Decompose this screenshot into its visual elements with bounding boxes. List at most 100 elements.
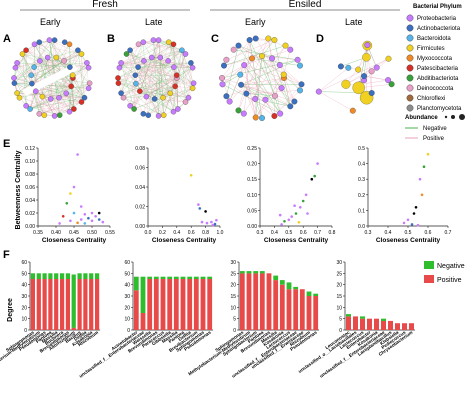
scatter-point [316,162,319,165]
network-node [140,39,147,45]
x-tick-label: 0.4 [173,230,180,236]
y-tick-label: 0 [339,328,342,334]
network-node [355,66,362,73]
y-tick-label: 40 [21,283,27,289]
scatter-point [418,177,422,181]
bar-negative [153,276,159,279]
network-edge [121,91,140,94]
network-edge [19,86,72,98]
bar-positive [180,279,186,330]
network-edge [249,39,276,96]
network-node [337,63,344,70]
network-node [135,41,142,48]
network-edge [151,57,193,89]
network-edge [158,57,161,116]
network-edge [261,39,275,57]
panel-a-title: Early [40,17,61,27]
y-tick-label: 10 [230,305,236,311]
bar-positive [273,280,279,330]
network-edge [56,57,87,64]
y-tick-label: 25 [336,271,342,277]
network-edge [139,91,164,116]
y-tick-label: 0.02 [25,211,35,217]
scatter-point [280,223,283,226]
y-tick-label: 0.4 [358,162,365,168]
bar-negative [200,276,206,279]
network-b [115,37,197,119]
network-edge [143,60,159,116]
network-edge [229,65,245,102]
phylum-swatch [406,14,414,22]
scatter-point [83,213,87,216]
network-edge [154,98,174,112]
scatter-point [76,153,79,156]
bar-positive [286,289,292,330]
bar-positive [48,279,53,330]
network-edge [49,40,72,87]
network-edge [318,58,389,92]
bar-negative [54,273,59,279]
network-node [39,93,46,100]
y-tick-label: 0.00 [25,224,35,230]
x-tick-label: 0.50 [87,230,97,236]
bar-positive [193,279,199,330]
bar-positive [187,279,193,330]
y-tick-label: 25 [230,271,236,277]
network-edge [129,50,174,112]
x-tick-label: 0.6 [188,230,195,236]
network-edge [241,84,275,96]
network-edge [30,97,60,110]
bar-negative [207,276,213,279]
network-edge [154,98,186,103]
network-edge [246,93,256,118]
network-edge [241,84,266,100]
network-d [315,40,395,114]
x-tick-label: 0.35 [33,230,43,236]
scatter-point [313,174,317,178]
network-edge [255,98,263,119]
network-edge [283,49,291,75]
phylum-label: Proteobacteria [417,16,457,22]
scatter-point [402,221,406,225]
network-edge [77,50,85,98]
y-tick-label: 5 [339,317,342,323]
x-axis-label: Closeness Centrality [152,237,217,244]
network-node [37,58,43,64]
x-axis-label: Closeness Centrality [264,237,329,244]
network-edge [243,93,247,114]
bar-positive [133,290,139,330]
network-node [361,73,368,80]
scatter-point [94,215,97,218]
network-edge [69,67,89,112]
network-node [373,64,380,71]
network-edge [222,84,281,114]
network-edge [31,57,48,84]
scatter-point [213,222,217,226]
network-node [388,81,395,88]
network-edge [54,40,57,58]
y-tick-label: 20 [336,283,342,289]
y-tick-label: 0.15 [247,177,257,183]
network-edge [39,42,57,58]
network-node [179,47,185,53]
bar-positive [395,323,400,330]
network-node [385,77,392,84]
scatter-point [79,205,83,208]
bar-negative [71,274,76,328]
y-tick-label: 0.02 [135,205,145,211]
x-tick-label: 0.2 [159,230,166,236]
bar-negative [167,276,173,279]
network-node [185,94,192,101]
y-tick-label: 0 [233,328,236,334]
bar-positive [360,318,365,330]
network-node [44,54,51,61]
x-tick-label: 0.8 [202,230,209,236]
bar-positive [95,279,100,330]
network-edge [16,62,60,98]
network-node [36,39,43,45]
bar-positive [381,320,386,330]
network-edge [151,53,186,58]
scatter-point [406,218,410,222]
phylum-swatch [406,104,414,112]
